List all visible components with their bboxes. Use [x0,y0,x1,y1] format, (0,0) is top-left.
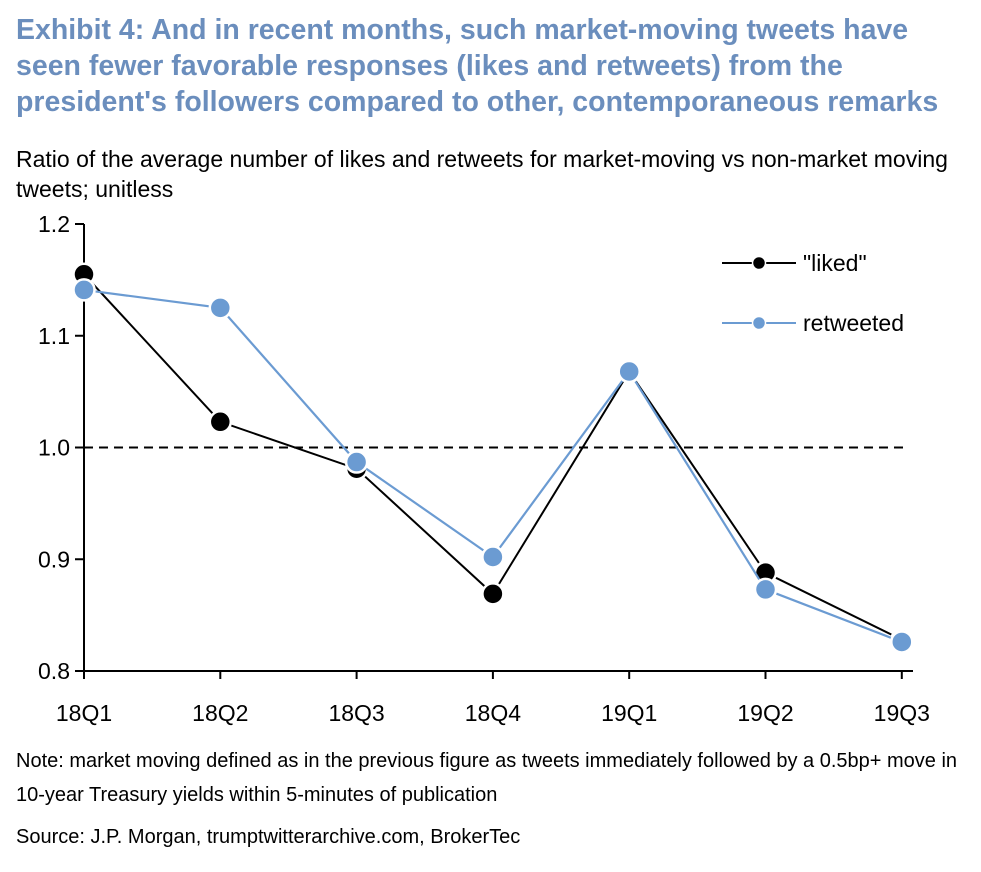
legend-marker-retweeted [751,315,767,331]
retweeted-point [72,278,96,302]
y-tick-label: 0.9 [38,546,70,572]
x-tick-label: 19Q2 [737,700,793,726]
y-tick-label: 1.1 [38,323,70,349]
chart-axes: 0.8 0.9 1.0 1.1 1.2 18Q1 18Q2 18Q3 18Q4 19Q1 19Q2 1… [38,211,930,726]
x-tick-label: 19Q3 [874,700,930,726]
y-tick-label: 1.0 [38,435,70,461]
retweeted-point [753,577,778,602]
x-tick-label: 18Q1 [56,700,112,726]
retweeted-point [344,450,369,474]
x-tick-label: 18Q4 [465,700,521,726]
y-tick-label: 1.2 [38,211,70,237]
retweeted-point [208,296,233,320]
x-tick-label: 18Q3 [328,700,384,726]
legend-label-retweeted: retweeted [803,310,904,336]
retweeted-point [617,359,641,384]
legend-label-liked: "liked" [803,250,867,276]
series-group [72,262,914,654]
x-tick-label: 19Q1 [601,700,657,726]
retweeted-point [481,545,505,569]
legend: "liked" retweeted [722,250,904,336]
liked-point [208,410,233,434]
legend-marker-liked [751,255,767,271]
retweeted-point [890,630,914,654]
chart-source: Source: J.P. Morgan, trumptwitterarchive… [16,826,521,848]
chart-note: Note: market moving defined as in the pr… [16,750,958,806]
chart-title: Exhibit 4: And in recent months, such ma… [16,14,939,118]
y-tick-label: 0.8 [38,658,70,684]
x-tick-label: 18Q2 [192,700,248,726]
chart-subtitle: Ratio of the average number of likes and… [16,146,948,202]
liked-point [481,582,505,606]
